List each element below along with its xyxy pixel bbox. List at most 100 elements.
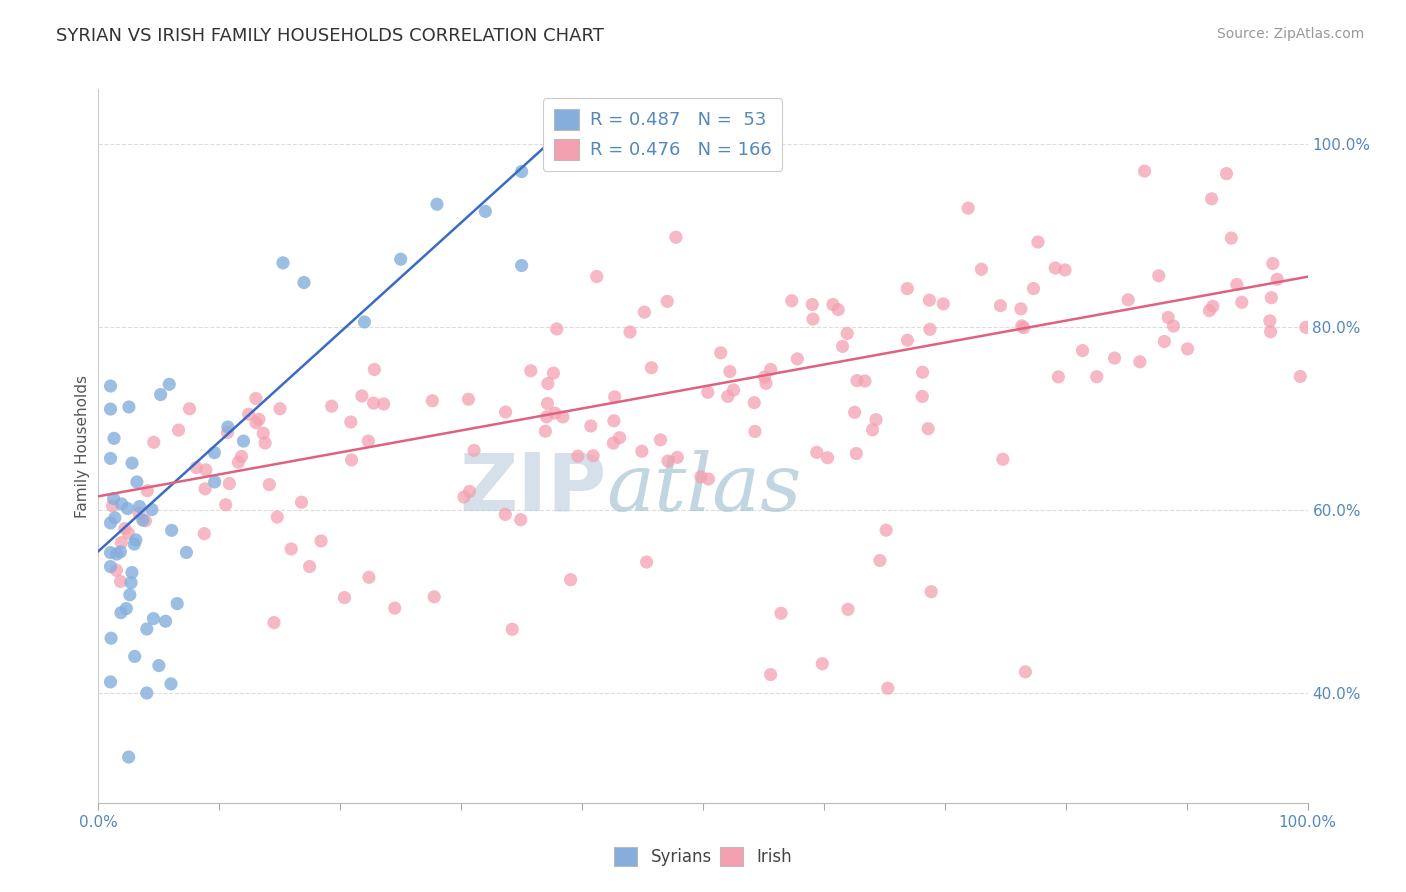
Point [536, 396, 558, 410]
Point [100, 546, 122, 560]
Point [697, 472, 720, 486]
Point [619, 325, 641, 339]
Point [696, 385, 718, 400]
Point [1260, 325, 1282, 339]
Point [252, 426, 274, 441]
Point [876, 681, 898, 696]
Point [463, 443, 485, 458]
Point [176, 545, 198, 559]
Point [458, 484, 481, 499]
Point [755, 376, 778, 391]
Point [918, 322, 941, 336]
Point [801, 297, 824, 311]
Point [105, 563, 128, 577]
Point [546, 322, 568, 336]
Point [120, 575, 142, 590]
Point [1085, 369, 1108, 384]
Point [245, 392, 267, 406]
Point [128, 500, 150, 514]
Point [179, 401, 201, 416]
Point [100, 402, 122, 417]
Point [742, 395, 765, 409]
Point [135, 622, 157, 636]
Point [631, 444, 654, 458]
Point [585, 269, 607, 284]
Point [754, 370, 776, 384]
Point [280, 541, 302, 556]
Point [1157, 310, 1180, 325]
Point [124, 649, 146, 664]
Point [759, 667, 782, 681]
Point [357, 570, 380, 584]
Point [333, 591, 356, 605]
Point [551, 409, 574, 424]
Text: ZIP: ZIP [458, 450, 606, 528]
Point [122, 537, 145, 551]
Point [1022, 281, 1045, 295]
Point [495, 405, 517, 419]
Point [609, 431, 631, 445]
Point [1133, 164, 1156, 178]
Point [633, 305, 655, 319]
Point [717, 389, 740, 403]
Point [544, 406, 567, 420]
Point [114, 522, 136, 536]
Point [298, 559, 321, 574]
Point [141, 502, 163, 516]
Point [453, 490, 475, 504]
Point [806, 445, 828, 459]
Point [845, 446, 868, 460]
Point [1014, 665, 1036, 679]
Point [142, 435, 165, 450]
Point [1226, 277, 1249, 292]
Point [194, 482, 217, 496]
Point [160, 677, 183, 691]
Point [509, 513, 531, 527]
Point [263, 615, 285, 630]
Point [723, 383, 745, 397]
Point [1201, 192, 1223, 206]
Point [869, 553, 891, 567]
Point [1129, 355, 1152, 369]
Point [100, 631, 122, 645]
Point [543, 366, 565, 380]
Point [536, 409, 558, 424]
Point [266, 510, 288, 524]
Point [110, 497, 132, 511]
Point [1012, 320, 1035, 334]
Point [118, 400, 141, 414]
Point [321, 399, 343, 413]
Point [110, 574, 132, 589]
Point [603, 414, 626, 428]
Point [1265, 272, 1288, 286]
Point [970, 262, 993, 277]
Point [474, 204, 496, 219]
Point [193, 526, 215, 541]
Point [827, 302, 849, 317]
Point [363, 362, 385, 376]
Point [204, 445, 226, 459]
Point [1202, 299, 1225, 313]
Point [353, 315, 375, 329]
Point [228, 455, 250, 469]
Point [1220, 231, 1243, 245]
Point [1289, 369, 1312, 384]
Point [853, 374, 876, 388]
Point [932, 297, 955, 311]
Point [231, 450, 253, 464]
Point [1010, 301, 1032, 316]
Point [194, 463, 217, 477]
Point [1163, 319, 1185, 334]
Point [602, 436, 624, 450]
Point [136, 483, 159, 498]
Point [128, 507, 150, 521]
Point [269, 401, 291, 416]
Point [666, 450, 689, 465]
Point [118, 750, 141, 764]
Point [121, 456, 143, 470]
Point [101, 499, 124, 513]
Point [339, 415, 361, 429]
Point [911, 389, 934, 403]
Point [801, 312, 824, 326]
Point [218, 476, 240, 491]
